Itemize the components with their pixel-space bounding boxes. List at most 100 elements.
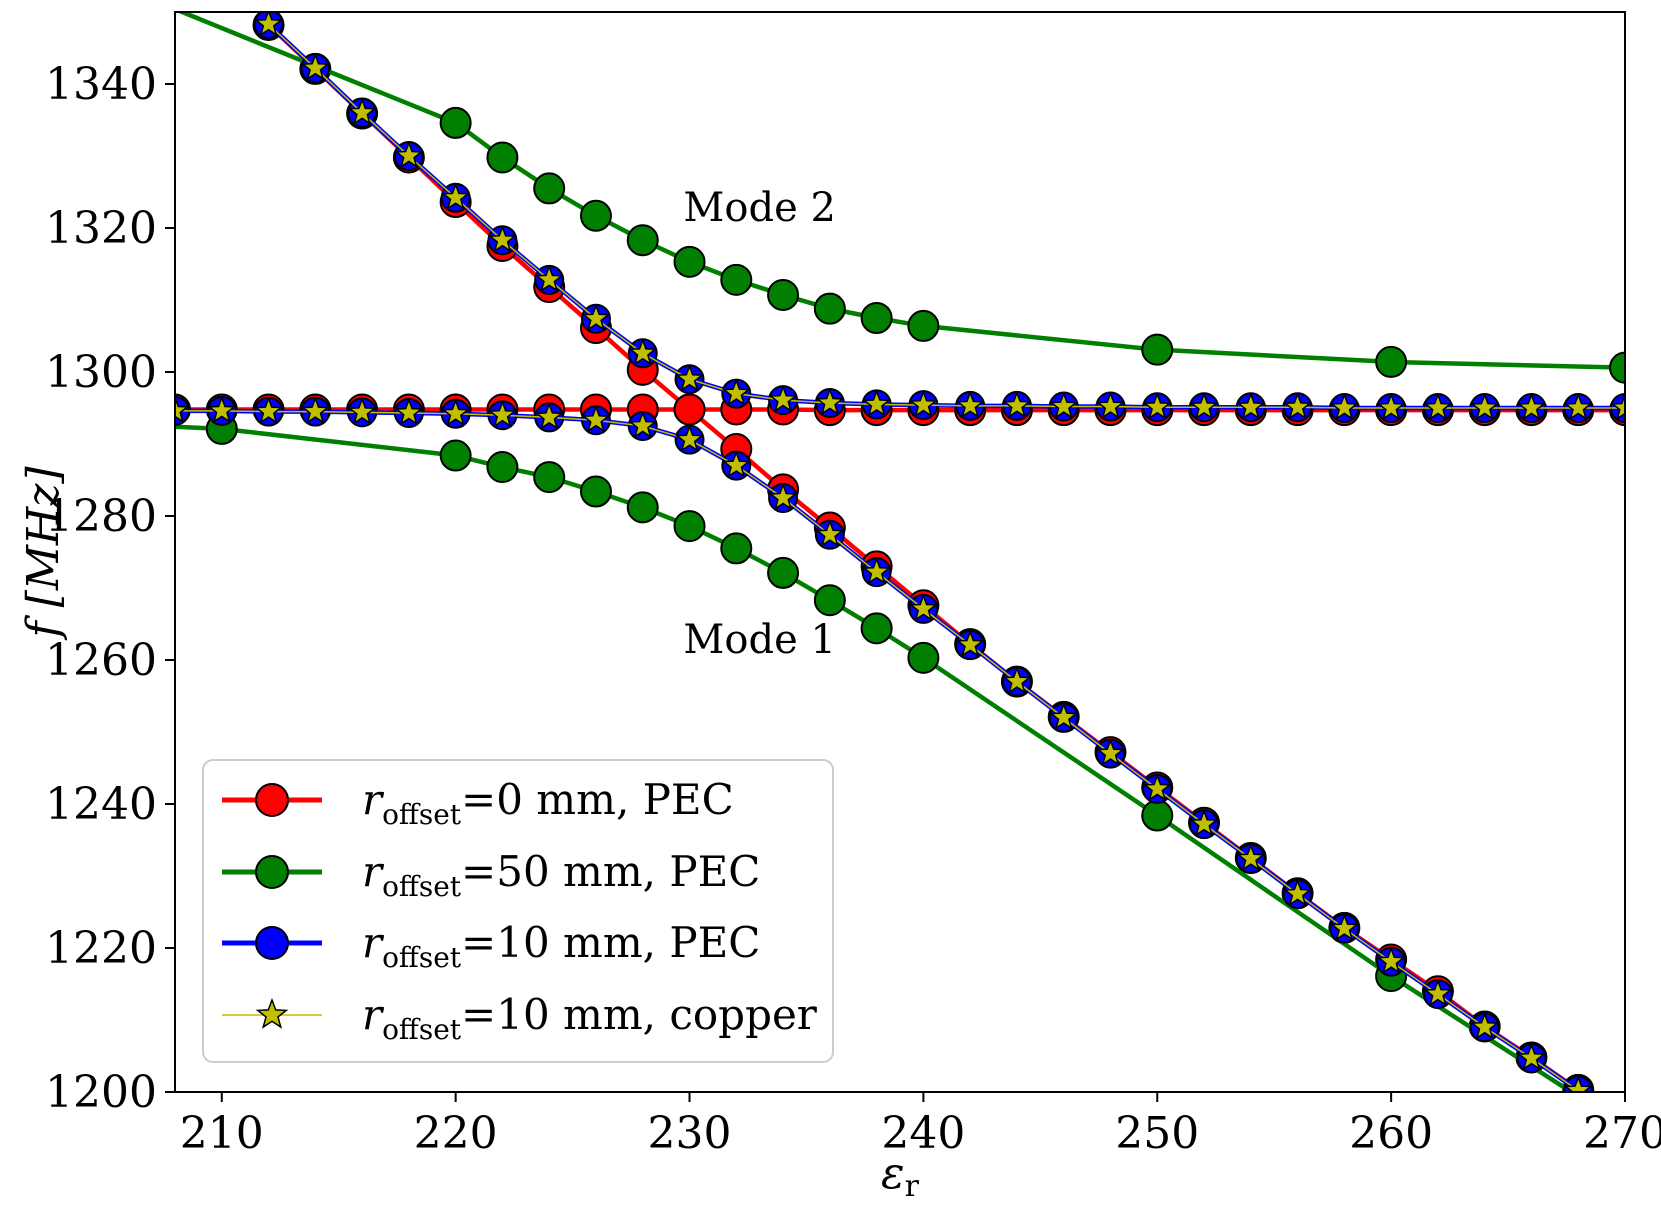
data-point-star xyxy=(394,140,424,169)
data-point xyxy=(439,106,472,139)
data-point-star xyxy=(1376,392,1406,421)
y-tick-label: 1200 xyxy=(45,1067,157,1118)
data-point xyxy=(673,245,706,278)
data-point-star xyxy=(488,225,517,253)
x-tick-label: 240 xyxy=(881,1108,965,1159)
x-tick-label: 260 xyxy=(1349,1108,1433,1159)
legend-marker-0 xyxy=(255,783,289,817)
data-point-star xyxy=(1189,809,1219,837)
annotation-mode-2: Mode 2 xyxy=(683,185,835,231)
data-point-star xyxy=(1610,392,1625,421)
data-point-star xyxy=(1517,1043,1546,1071)
data-point-star xyxy=(1283,878,1312,907)
legend-entry-2: roffset=10 mm, PEC xyxy=(222,918,760,974)
data-point xyxy=(579,199,612,232)
data-point-star xyxy=(347,97,377,126)
y-tick-label: 1240 xyxy=(45,779,157,830)
data-point xyxy=(767,556,800,589)
data-point xyxy=(720,263,753,296)
data-point-star xyxy=(1049,391,1079,419)
data-point-star xyxy=(721,450,751,478)
data-point xyxy=(907,641,940,674)
x-tick-label: 230 xyxy=(648,1108,732,1159)
data-point-star xyxy=(441,398,471,427)
data-point-star xyxy=(675,364,704,392)
data-point-star xyxy=(300,53,330,81)
data-point-star xyxy=(862,389,892,417)
data-point xyxy=(813,292,846,325)
data-point-star xyxy=(1563,392,1593,421)
data-point xyxy=(767,278,800,311)
data-point-star xyxy=(581,303,611,331)
data-point-star xyxy=(908,389,938,418)
data-point-star xyxy=(862,557,892,585)
legend-marker-1 xyxy=(255,855,289,889)
data-point xyxy=(439,439,472,472)
data-point-star xyxy=(1470,392,1500,421)
data-point xyxy=(533,461,566,494)
data-point-star xyxy=(534,264,564,293)
legend-label-1: roffset=50 mm, PEC xyxy=(362,847,760,903)
data-point-star xyxy=(1329,392,1359,421)
data-point-star xyxy=(1142,773,1172,802)
annotations: Mode 2 Mode 1 xyxy=(683,185,835,663)
data-point xyxy=(720,532,753,565)
y-tick-label: 1300 xyxy=(45,347,157,398)
series-1-line-1 xyxy=(175,424,1576,1092)
data-point xyxy=(673,393,706,426)
legend-entry-3: roffset=10 mm, copper xyxy=(222,990,818,1046)
plot-frame xyxy=(174,11,1626,1093)
data-point-star xyxy=(955,390,985,419)
data-point-star xyxy=(908,593,938,622)
data-point xyxy=(579,475,612,508)
data-point xyxy=(860,612,893,645)
data-point-star xyxy=(1096,391,1125,419)
legend-entry-0: roffset=0 mm, PEC xyxy=(222,775,734,831)
data-point xyxy=(1141,333,1174,366)
legend-marker-2 xyxy=(255,926,289,960)
x-axis-title: εr xyxy=(881,1148,920,1204)
data-point-star xyxy=(394,397,424,426)
data-point-star xyxy=(815,387,845,416)
legend-box xyxy=(202,759,834,1063)
data-point-star xyxy=(254,12,283,37)
x-tick-label: 220 xyxy=(414,1108,498,1159)
x-tick-label: 250 xyxy=(1115,1108,1199,1159)
data-point-star xyxy=(1236,392,1266,420)
legend-marker-3 xyxy=(255,997,289,1029)
data-point-star xyxy=(628,338,658,366)
series-3 xyxy=(175,12,1625,1092)
data-point-star xyxy=(675,424,704,452)
data-point xyxy=(626,491,659,524)
data-point-star xyxy=(1096,738,1125,766)
y-tick-label: 1260 xyxy=(45,635,157,686)
data-point-star xyxy=(254,396,283,424)
data-point xyxy=(1141,799,1174,832)
legend-label-3: roffset=10 mm, copper xyxy=(362,990,818,1046)
legend-label-2: roffset=10 mm, PEC xyxy=(362,918,760,974)
data-point-star xyxy=(815,519,845,547)
data-point-star xyxy=(1423,978,1453,1007)
data-point-star xyxy=(1563,1075,1593,1092)
data-point-star xyxy=(207,395,237,424)
legend: roffset=0 mm, PEC roffset=50 mm, PEC rof… xyxy=(202,759,834,1063)
data-point xyxy=(486,141,519,174)
data-point-star xyxy=(1002,390,1032,419)
data-point xyxy=(626,224,659,257)
legend-entry-1: roffset=50 mm, PEC xyxy=(222,847,760,903)
data-point-star xyxy=(721,378,751,406)
y-tick-label: 1340 xyxy=(45,59,157,110)
data-point xyxy=(533,172,566,205)
y-axis-title: f [MHz] xyxy=(18,466,69,641)
data-point-star xyxy=(1002,666,1032,694)
data-point-star xyxy=(581,405,611,433)
series-1 xyxy=(175,12,1625,1092)
data-point xyxy=(813,584,846,617)
data-point-star xyxy=(1517,392,1546,421)
data-point-star xyxy=(1376,946,1406,974)
y-tick-label: 1320 xyxy=(45,203,157,254)
data-point-star xyxy=(347,397,377,425)
data-point-star xyxy=(175,395,190,424)
y-tick-label: 1280 xyxy=(45,491,157,542)
